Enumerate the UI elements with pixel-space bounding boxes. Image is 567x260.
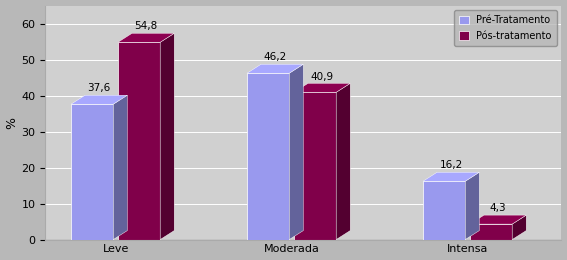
Polygon shape <box>423 181 466 239</box>
Polygon shape <box>160 33 174 239</box>
Text: 16,2: 16,2 <box>439 160 463 171</box>
Polygon shape <box>512 215 526 239</box>
Text: 37,6: 37,6 <box>87 83 111 93</box>
Polygon shape <box>118 33 174 42</box>
Polygon shape <box>71 95 128 104</box>
Polygon shape <box>289 64 303 239</box>
Legend: Pré-Tratamento, Pós-tratamento: Pré-Tratamento, Pós-tratamento <box>454 10 557 46</box>
Polygon shape <box>294 92 336 239</box>
Polygon shape <box>466 172 479 239</box>
Polygon shape <box>113 95 128 239</box>
Text: 46,2: 46,2 <box>264 53 287 62</box>
Y-axis label: %: % <box>6 116 19 128</box>
Text: 54,8: 54,8 <box>134 22 158 31</box>
Polygon shape <box>423 172 479 181</box>
Polygon shape <box>294 83 350 92</box>
Polygon shape <box>71 104 113 239</box>
Text: 4,3: 4,3 <box>490 203 506 213</box>
Polygon shape <box>118 42 160 239</box>
Polygon shape <box>247 64 303 73</box>
Polygon shape <box>470 224 512 239</box>
Text: 40,9: 40,9 <box>311 72 333 82</box>
Polygon shape <box>336 83 350 239</box>
Polygon shape <box>470 215 526 224</box>
Polygon shape <box>247 73 289 239</box>
